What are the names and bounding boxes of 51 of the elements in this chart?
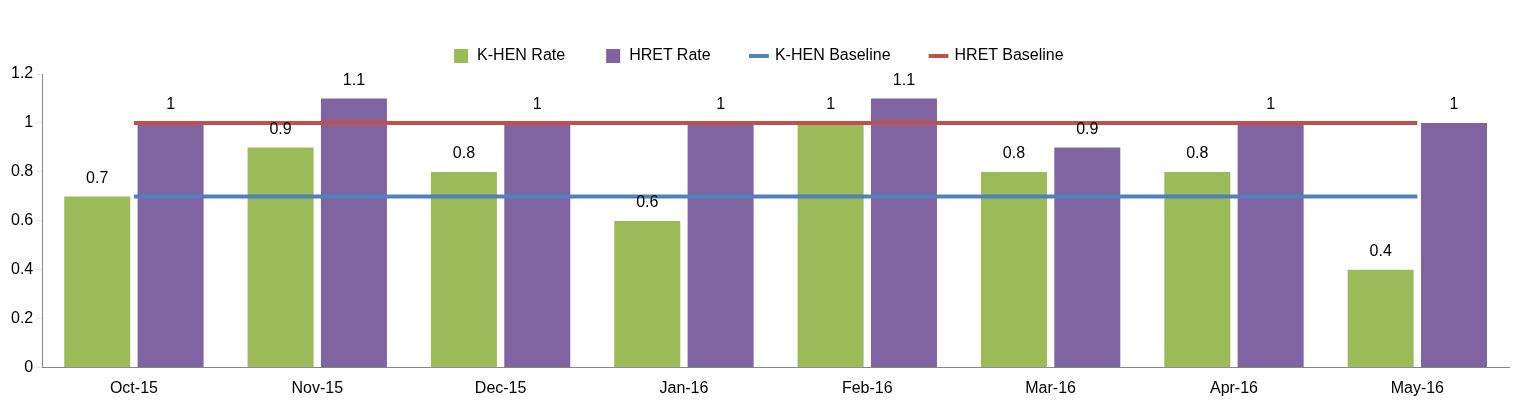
bar [687,122,754,368]
bar [870,98,937,368]
bar [247,147,314,368]
bar [1164,171,1231,368]
x-tick-label: May-16 [1390,378,1445,396]
bar [980,171,1047,368]
data-label: 1 [826,95,836,113]
bar [1237,122,1304,368]
data-label: 0.9 [269,119,292,137]
data-label: 1 [1449,95,1459,113]
data-label: 1.1 [892,70,916,88]
data-label: 0.6 [636,193,659,211]
bar [137,122,204,368]
legend-label: K-HEN Rate [477,46,566,64]
data-label: 0.8 [1186,144,1209,162]
x-tick-label: Mar-16 [1025,378,1077,396]
x-tick-label: Oct-15 [109,378,159,396]
y-tick-label: 0.8 [10,162,34,180]
data-label: 0.9 [1076,119,1099,137]
bar [1421,122,1487,368]
bar [430,171,497,368]
bar [320,98,387,368]
bar [614,220,681,368]
y-tick-label: 1.2 [10,64,34,82]
legend-label: K-HEN Baseline [774,46,891,64]
y-tick-label: 1 [24,113,34,131]
x-tick-label: Apr-16 [1209,378,1259,396]
bar [797,122,864,368]
data-label: 1 [716,95,726,113]
data-label: 0.8 [452,144,476,162]
bar [1054,147,1121,368]
legend-label: HRET Baseline [954,46,1064,64]
data-label: 1 [166,95,176,113]
bar [64,196,131,368]
y-tick-label: 0.2 [10,309,34,327]
y-tick-label: 0.4 [10,260,34,278]
x-tick-label: Jan-16 [659,378,709,396]
bar [1347,269,1414,368]
data-label: 0.8 [1002,144,1026,162]
x-tick-label: Feb-16 [841,378,893,396]
data-label: 1 [1266,95,1276,113]
x-tick-label: Nov-15 [291,378,344,396]
y-tick-label: 0.6 [10,211,34,229]
data-label: 1 [532,95,542,113]
y-tick-label: 0 [24,358,34,376]
data-label: 0.4 [1369,242,1392,260]
bar [504,122,571,368]
x-tick-label: Dec-15 [474,378,527,396]
data-label: 1.1 [342,70,366,88]
legend-label: HRET Rate [629,46,711,64]
data-label: 0.7 [86,168,109,186]
